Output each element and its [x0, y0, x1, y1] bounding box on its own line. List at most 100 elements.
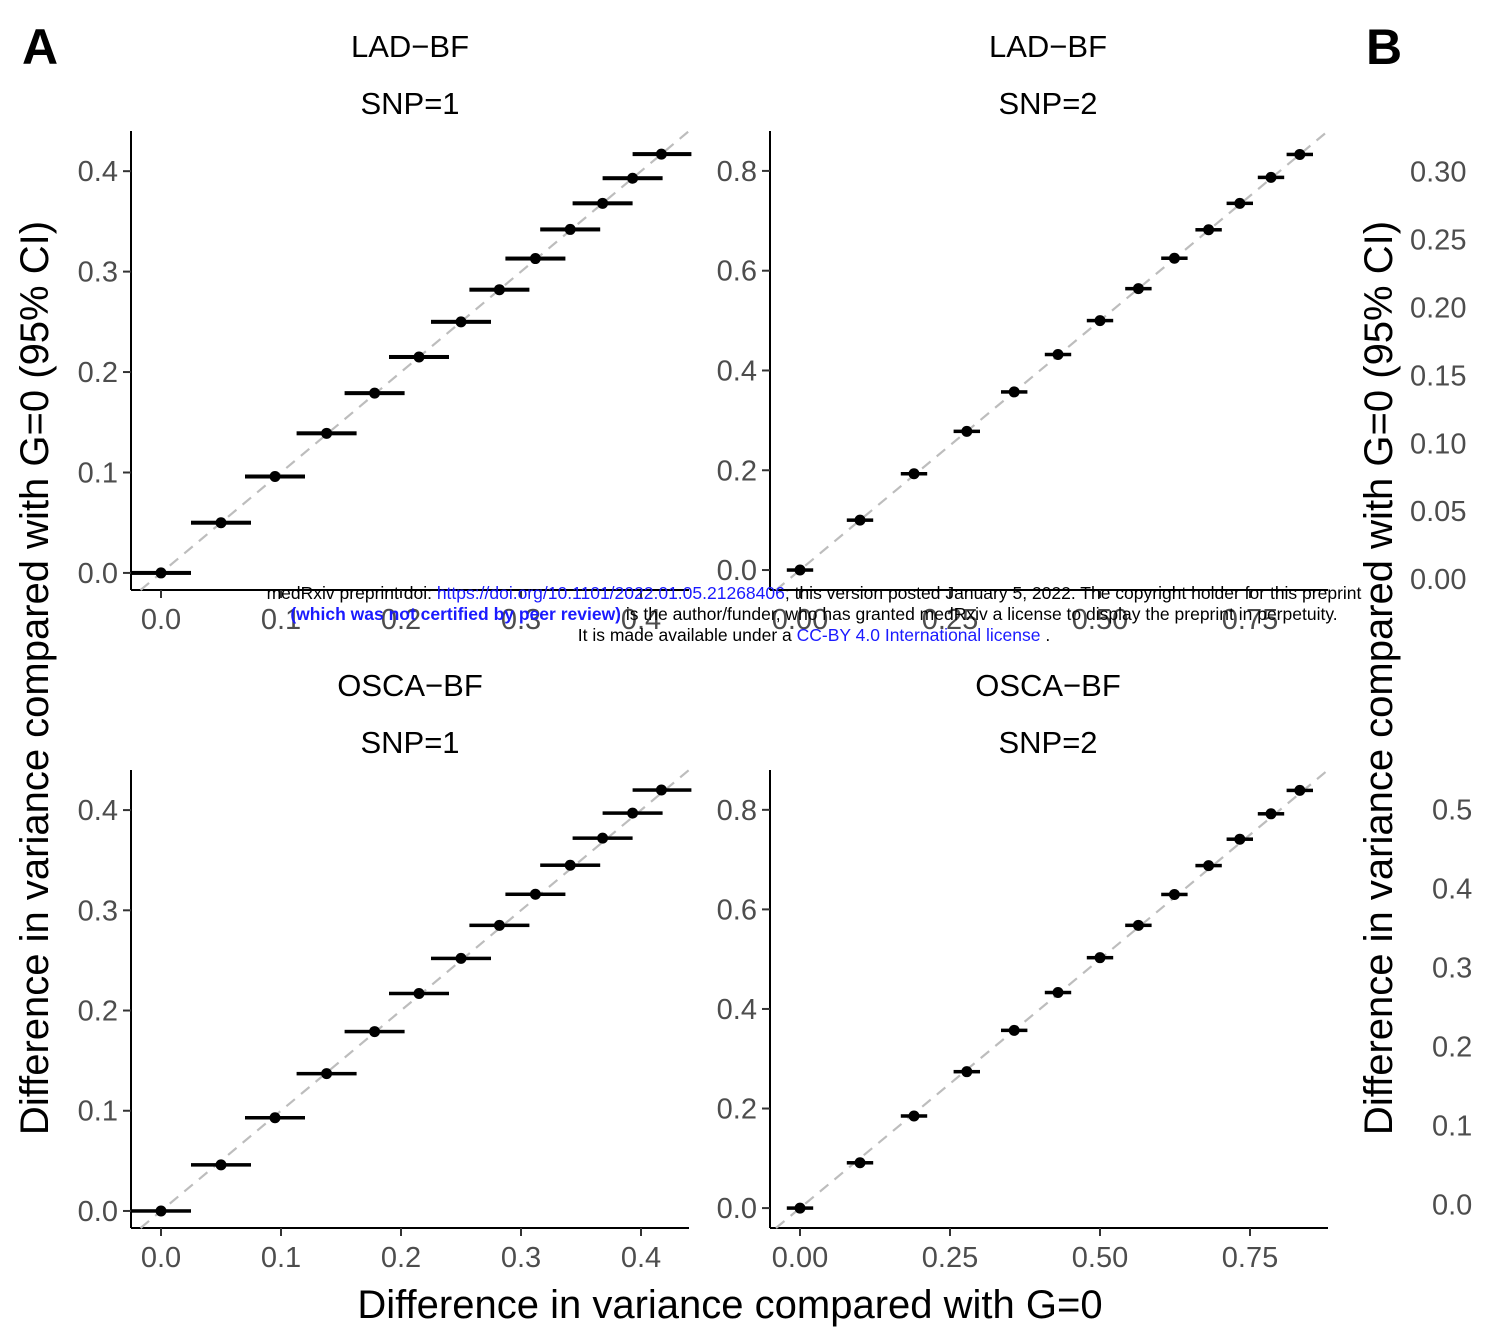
subplot-3-y-tick-label: 0.0	[78, 1196, 118, 1228]
subplot-1-y-tick-label: 0.2	[78, 357, 118, 389]
subplot-2-point	[908, 468, 920, 480]
subplot-3-point	[413, 987, 425, 999]
panel-b-1-y-tick-label: 0.05	[1410, 496, 1466, 528]
subplot-1-y-tick-label: 0.3	[78, 257, 118, 289]
subplot-2-point	[1168, 252, 1180, 264]
subplot-1-point	[413, 351, 425, 363]
subplot-4-point	[1094, 952, 1106, 964]
subplot-1-x-tick-label: 0.2	[381, 604, 421, 636]
subplot-3-reference-line	[139, 769, 690, 1229]
panel-b-2-y-tick-label: 0.4	[1432, 873, 1472, 905]
subplot-4-x-tick-label: 0.50	[1072, 1242, 1128, 1274]
subplot-1-y-tick-label: 0.4	[78, 156, 118, 188]
subplot-1-title: LAD−BF	[351, 29, 469, 64]
subplot-4-y-tick-label: 0.6	[717, 894, 757, 926]
y-axis-title-b: Difference in variance compared with G=0…	[1357, 221, 1401, 1135]
subplot-3-point	[627, 807, 639, 819]
panel-b-1-y-tick-label: 0.25	[1410, 225, 1466, 257]
subplot-2-point	[794, 564, 806, 576]
panel-b-1-y-tick-label: 0.10	[1410, 428, 1466, 460]
subplot-2-point	[1094, 315, 1106, 327]
subplot-1-x-tick-label: 0.4	[621, 604, 661, 636]
panel-b-2-y-tick-label: 0.3	[1432, 952, 1472, 984]
subplot-2-point	[1234, 197, 1246, 209]
subplot-3-point	[597, 832, 609, 844]
subplot-4-x-tick-label: 0.75	[1222, 1242, 1278, 1274]
subplot-2-x-tick-label: 0.00	[772, 604, 828, 636]
panel-b-2-y-tick-label: 0.0	[1432, 1189, 1472, 1221]
subplot-2-title: LAD−BF	[989, 29, 1107, 64]
subplot-3-x-tick-label: 0.4	[621, 1242, 661, 1274]
subplot-2-y-tick-label: 0.6	[717, 256, 757, 288]
panel-b-1-y-tick-label: 0.30	[1410, 157, 1466, 189]
panel-b-1-y-tick-label: 0.15	[1410, 360, 1466, 392]
panel-b-1-y-tick-label: 0.20	[1410, 293, 1466, 325]
panel-letter-b: B	[1366, 19, 1402, 75]
subplot-2-point	[1294, 148, 1306, 160]
subplot-3-point	[529, 888, 541, 900]
subplot-2-x-tick-label: 0.25	[922, 604, 978, 636]
subplot-3-point	[369, 1026, 381, 1038]
panel-b-1-y-tick-label: 0.00	[1410, 564, 1466, 596]
subplot-1-point	[493, 284, 505, 296]
subplot-1-y-tick-label: 0.1	[78, 457, 118, 489]
watermark-line-1-post: ; this version posted January 5, 2022. T…	[785, 583, 1362, 603]
subplot-2-point	[1265, 171, 1277, 183]
subplot-4-y-tick-label: 0.0	[717, 1193, 757, 1225]
subplot-1-point	[655, 148, 667, 160]
subplot-1-point	[155, 567, 167, 579]
subplot-2-y-tick-label: 0.8	[717, 156, 757, 188]
subplot-4-title: OSCA−BF	[975, 668, 1121, 703]
panel-b-2-y-tick-label: 0.2	[1432, 1031, 1472, 1063]
subplot-3-point	[455, 952, 467, 964]
subplot-2-point	[1203, 224, 1215, 236]
panel-b-2-y-tick-label: 0.1	[1432, 1110, 1472, 1142]
subplot-4-x-tick-label: 0.00	[772, 1242, 828, 1274]
subplot-3-x-tick-label: 0.0	[141, 1242, 181, 1274]
watermark-line-3-post: .	[1041, 625, 1051, 645]
subplot-2-y-tick-label: 0.2	[717, 455, 757, 487]
watermark-line-1-pre: medRxiv preprint doi:	[267, 583, 437, 603]
subplot-4-point	[1294, 784, 1306, 796]
panel-b-2-y-tick-label: 0.5	[1432, 794, 1472, 826]
subplot-4-reference-line	[775, 769, 1329, 1229]
preprint-watermark: medRxiv preprint doi: https://doi.org/10…	[267, 583, 1362, 645]
subplot-2-y-tick-label: 0.0	[717, 555, 757, 587]
subplot-1-point	[597, 197, 609, 209]
subplot-2-reference-line	[775, 130, 1329, 591]
subplot-3-point	[269, 1112, 281, 1124]
subplot-3-y-tick-label: 0.3	[78, 895, 118, 927]
subplot-4-point	[1052, 987, 1064, 999]
panel-letter-a: A	[22, 19, 58, 75]
subplot-3-point	[155, 1205, 167, 1217]
subplot-2-point	[1052, 349, 1064, 361]
subplot-4-point	[854, 1157, 866, 1169]
subplot-3-subtitle: SNP=1	[360, 725, 459, 760]
watermark-line-1: medRxiv preprint doi: https://doi.org/10…	[267, 583, 1362, 603]
subplot-3-point	[564, 859, 576, 871]
watermark-doi-link[interactable]: https://doi.org/10.1101/2022.01.05.21268…	[437, 583, 785, 603]
subplot-1-x-tick-label: 0.1	[261, 604, 301, 636]
subplot-3-x-tick-label: 0.2	[381, 1242, 421, 1274]
subplot-2-x-tick-label: 0.50	[1072, 604, 1128, 636]
subplot-1-point	[369, 387, 381, 399]
subplot-1-reference-line	[139, 130, 690, 591]
watermark-license-link[interactable]: CC-BY 4.0 International license	[797, 625, 1041, 645]
y-axis-title-a: Difference in variance compared with G=0…	[13, 221, 57, 1135]
subplot-2-y-tick-label: 0.4	[717, 355, 757, 387]
subplot-1-y-tick-label: 0.0	[78, 558, 118, 590]
subplot-3-y-tick-label: 0.2	[78, 996, 118, 1028]
subplot-4-point	[1168, 888, 1180, 900]
subplot-3-point	[321, 1068, 333, 1080]
subplot-1-point	[321, 427, 333, 439]
watermark-peer-review-note: (which was not certified by peer review)	[290, 604, 621, 624]
subplot-4-y-tick-label: 0.4	[717, 994, 757, 1026]
subplot-4-subtitle: SNP=2	[998, 725, 1097, 760]
subplot-1-point	[627, 172, 639, 184]
subplot-4-point	[908, 1110, 920, 1122]
subplot-4-point	[1203, 860, 1215, 872]
subplot-1-point	[269, 471, 281, 483]
subplot-2-subtitle: SNP=2	[998, 86, 1097, 121]
subplot-2-point	[854, 514, 866, 526]
plots-layer: 0.0 0.1 0.2 0.3 0.4 0.0 0.1 0.2 0.3 0.4 0.0 0.2 0.4 0…	[78, 130, 1472, 1274]
